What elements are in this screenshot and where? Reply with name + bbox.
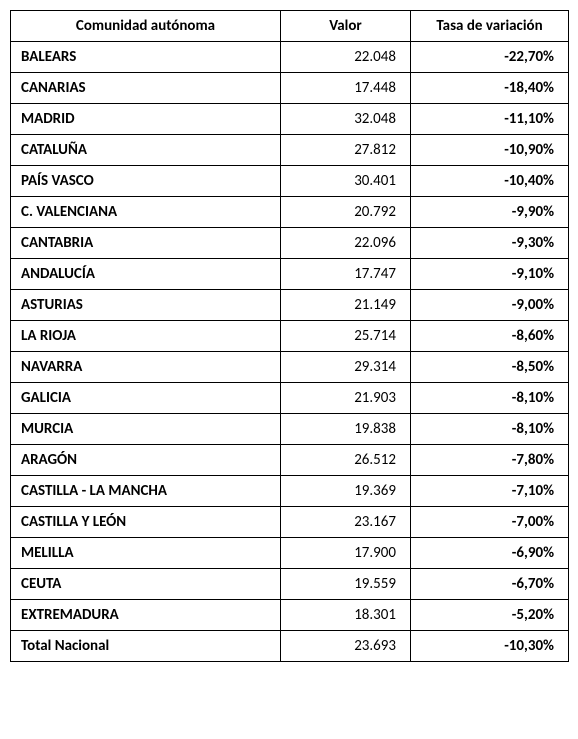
table-row: C. VALENCIANA20.792-9,90% (11, 197, 569, 228)
cell-valor: 30.401 (281, 166, 411, 197)
cell-comunidad: CATALUÑA (11, 135, 281, 166)
cell-tasa: -7,00% (411, 507, 569, 538)
cell-comunidad: LA RIOJA (11, 321, 281, 352)
cell-valor: 17.747 (281, 259, 411, 290)
cell-comunidad: C. VALENCIANA (11, 197, 281, 228)
cell-comunidad: ARAGÓN (11, 445, 281, 476)
table-row: CASTILLA Y LEÓN23.167-7,00% (11, 507, 569, 538)
table-row: GALICIA21.903-8,10% (11, 383, 569, 414)
cell-tasa: -9,00% (411, 290, 569, 321)
table-row: EXTREMADURA18.301-5,20% (11, 600, 569, 631)
cell-tasa: -8,60% (411, 321, 569, 352)
cell-tasa: -8,10% (411, 383, 569, 414)
cell-tasa: -10,30% (411, 631, 569, 662)
cell-tasa: -7,80% (411, 445, 569, 476)
table-row: ARAGÓN26.512-7,80% (11, 445, 569, 476)
cell-valor: 26.512 (281, 445, 411, 476)
cell-comunidad: NAVARRA (11, 352, 281, 383)
cell-tasa: -9,30% (411, 228, 569, 259)
cell-valor: 20.792 (281, 197, 411, 228)
cell-valor: 29.314 (281, 352, 411, 383)
cell-valor: 32.048 (281, 104, 411, 135)
cell-valor: 17.900 (281, 538, 411, 569)
cell-comunidad: MELILLA (11, 538, 281, 569)
table-row: ANDALUCÍA17.747-9,10% (11, 259, 569, 290)
cell-tasa: -10,90% (411, 135, 569, 166)
header-valor: Valor (281, 11, 411, 42)
cell-comunidad: CASTILLA - LA MANCHA (11, 476, 281, 507)
cell-comunidad: EXTREMADURA (11, 600, 281, 631)
cell-valor: 19.559 (281, 569, 411, 600)
cell-valor: 19.369 (281, 476, 411, 507)
cell-tasa: -11,10% (411, 104, 569, 135)
cell-valor: 22.096 (281, 228, 411, 259)
table-row: CASTILLA - LA MANCHA19.369-7,10% (11, 476, 569, 507)
cell-valor: 25.714 (281, 321, 411, 352)
table-row: MURCIA19.838-8,10% (11, 414, 569, 445)
table-row: CANARIAS17.448-18,40% (11, 73, 569, 104)
cell-valor: 22.048 (281, 42, 411, 73)
table-row: MELILLA17.900-6,90% (11, 538, 569, 569)
table-row: MADRID32.048-11,10% (11, 104, 569, 135)
table-row-total: Total Nacional23.693-10,30% (11, 631, 569, 662)
cell-tasa: -7,10% (411, 476, 569, 507)
table-row: PAÍS VASCO30.401-10,40% (11, 166, 569, 197)
cell-comunidad: BALEARS (11, 42, 281, 73)
cell-valor: 18.301 (281, 600, 411, 631)
cell-tasa: -9,90% (411, 197, 569, 228)
header-comunidad: Comunidad autónoma (11, 11, 281, 42)
table-row: NAVARRA29.314-8,50% (11, 352, 569, 383)
cell-valor: 17.448 (281, 73, 411, 104)
cell-comunidad: CANTABRIA (11, 228, 281, 259)
cell-valor: 21.149 (281, 290, 411, 321)
cell-comunidad: CASTILLA Y LEÓN (11, 507, 281, 538)
cell-comunidad: CANARIAS (11, 73, 281, 104)
cell-tasa: -10,40% (411, 166, 569, 197)
cell-tasa: -18,40% (411, 73, 569, 104)
cell-tasa: -22,70% (411, 42, 569, 73)
cell-tasa: -9,10% (411, 259, 569, 290)
table-row: LA RIOJA25.714-8,60% (11, 321, 569, 352)
table-row: CEUTA19.559-6,70% (11, 569, 569, 600)
data-table: Comunidad autónoma Valor Tasa de variaci… (10, 10, 569, 662)
cell-tasa: -6,70% (411, 569, 569, 600)
cell-comunidad: MURCIA (11, 414, 281, 445)
cell-valor: 23.693 (281, 631, 411, 662)
cell-comunidad: MADRID (11, 104, 281, 135)
cell-tasa: -8,10% (411, 414, 569, 445)
cell-valor: 19.838 (281, 414, 411, 445)
cell-tasa: -5,20% (411, 600, 569, 631)
cell-comunidad: ASTURIAS (11, 290, 281, 321)
cell-comunidad: PAÍS VASCO (11, 166, 281, 197)
table-header: Comunidad autónoma Valor Tasa de variaci… (11, 11, 569, 42)
table-row: CATALUÑA27.812-10,90% (11, 135, 569, 166)
table-row: CANTABRIA22.096-9,30% (11, 228, 569, 259)
cell-valor: 27.812 (281, 135, 411, 166)
table-body: BALEARS22.048-22,70%CANARIAS17.448-18,40… (11, 42, 569, 662)
table-row: BALEARS22.048-22,70% (11, 42, 569, 73)
cell-comunidad: Total Nacional (11, 631, 281, 662)
cell-tasa: -8,50% (411, 352, 569, 383)
cell-valor: 21.903 (281, 383, 411, 414)
cell-comunidad: GALICIA (11, 383, 281, 414)
cell-valor: 23.167 (281, 507, 411, 538)
cell-comunidad: ANDALUCÍA (11, 259, 281, 290)
header-tasa: Tasa de variación (411, 11, 569, 42)
table-row: ASTURIAS21.149-9,00% (11, 290, 569, 321)
cell-comunidad: CEUTA (11, 569, 281, 600)
cell-tasa: -6,90% (411, 538, 569, 569)
